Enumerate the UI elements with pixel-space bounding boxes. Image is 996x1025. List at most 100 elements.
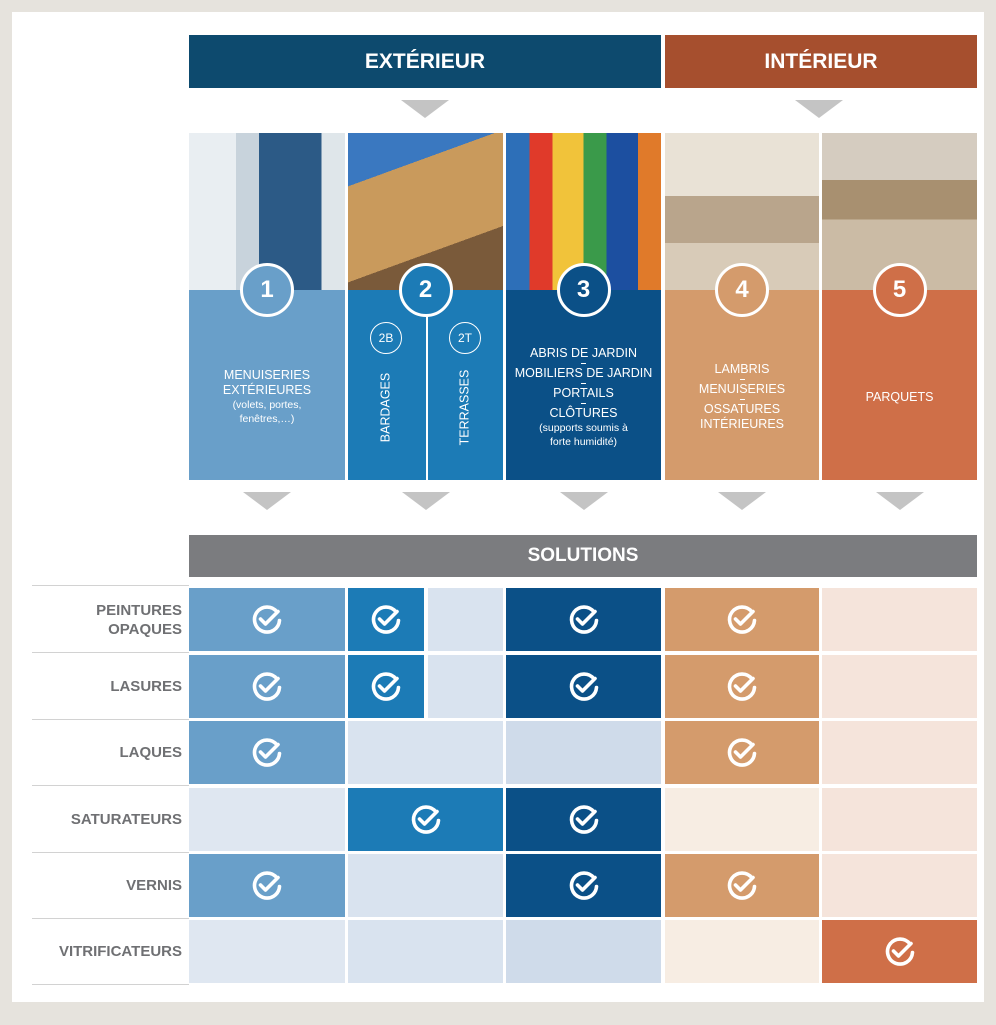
row-label: VERNIS <box>126 877 182 894</box>
arrow <box>718 492 766 510</box>
column-number: 1 <box>240 263 294 317</box>
check-icon <box>252 737 282 767</box>
check-icon <box>411 804 440 834</box>
column-text: ABRIS DE JARDIN MOBILIERS DE JARDIN PORTAI… <box>510 318 657 476</box>
solution-cell <box>822 788 977 851</box>
solution-cell <box>348 920 503 983</box>
column-line: CLÔTURES <box>549 405 618 420</box>
check <box>569 870 598 900</box>
solution-cell <box>348 854 503 917</box>
separator <box>581 362 586 364</box>
check-icon <box>569 804 598 834</box>
check-icon <box>569 671 598 701</box>
row-divider <box>32 918 189 919</box>
sub-label: TERRASSES <box>457 369 472 446</box>
check-icon <box>371 604 401 634</box>
solution-cell <box>348 788 503 851</box>
check-icon <box>727 737 757 767</box>
solution-cell <box>506 655 661 718</box>
row-label: LASURES <box>110 678 182 695</box>
solution-cell <box>189 588 345 651</box>
row-label: SATURATEURS <box>70 811 182 828</box>
column-note: (volets, portes, fenêtres,…) <box>232 399 302 425</box>
check-icon <box>885 936 914 966</box>
separator <box>581 382 586 384</box>
solution-cell <box>822 854 977 917</box>
solution-cell <box>189 920 345 983</box>
solution-cell <box>665 854 819 917</box>
row-divider <box>32 585 189 586</box>
check-icon <box>727 604 757 634</box>
check-icon <box>569 870 598 900</box>
solution-cell <box>189 655 345 718</box>
column-line: MENUISERIES <box>698 382 786 396</box>
row-label: PEINTURES OPAQUES <box>96 601 182 638</box>
column-panel <box>189 290 345 480</box>
check <box>569 604 598 634</box>
exterieur-header: EXTÉRIEUR <box>189 35 661 88</box>
check <box>411 804 440 834</box>
check <box>727 870 757 900</box>
row-label: LAQUES <box>119 744 182 761</box>
arrow <box>401 492 450 510</box>
check <box>569 804 598 834</box>
check <box>252 870 282 900</box>
column-number: 2 <box>398 263 453 317</box>
column-text: PARQUETS <box>826 318 973 476</box>
check-icon <box>727 870 757 900</box>
column-number: 4 <box>715 263 769 317</box>
check-icon <box>252 870 282 900</box>
column-line: MOBILIERS DE JARDIN <box>514 365 653 380</box>
column-number: 5 <box>872 263 927 317</box>
check <box>885 936 914 966</box>
solution-cell <box>348 655 424 718</box>
arrow <box>875 492 924 510</box>
column-note: (supports soumis à forte humidité) <box>539 421 628 448</box>
solution-cell <box>822 920 977 983</box>
check <box>727 671 757 701</box>
sub-label: BARDAGES <box>378 372 393 443</box>
check <box>252 737 282 767</box>
sub-number: 2T <box>449 322 481 354</box>
solution-cell <box>506 721 661 784</box>
column-line: OSSATURES INTÉRIEURES <box>699 402 785 431</box>
check <box>569 671 598 701</box>
interieur-header: INTÉRIEUR <box>665 35 977 88</box>
solution-cell <box>189 854 345 917</box>
row-divider <box>32 785 189 786</box>
check <box>371 671 401 701</box>
solution-cell <box>348 588 424 651</box>
solution-cell <box>506 788 661 851</box>
column-panel <box>665 290 819 480</box>
column-text: MENUISERIES EXTÉRIEURES (volets, portes, … <box>193 318 341 476</box>
column-line: PARQUETS <box>865 389 934 404</box>
row-divider <box>32 852 189 853</box>
column-line: LAMBRIS <box>714 362 770 376</box>
row-label: VITRIFICATEURS <box>58 943 182 960</box>
solution-cell <box>665 920 819 983</box>
check <box>252 604 282 634</box>
solution-cell <box>665 721 819 784</box>
solution-cell <box>506 920 661 983</box>
solution-cell <box>428 588 503 651</box>
solution-cell <box>506 854 661 917</box>
column-number: 3 <box>556 263 611 317</box>
row-divider <box>32 652 189 653</box>
column-line: MENUISERIES EXTÉRIEURES <box>222 368 312 397</box>
solution-cell <box>822 588 977 651</box>
row-divider <box>32 984 189 985</box>
check-icon <box>252 671 282 701</box>
column-panel <box>348 290 503 480</box>
separator <box>581 402 586 404</box>
check-icon <box>727 671 757 701</box>
solution-cell <box>665 588 819 651</box>
arrow <box>243 492 291 510</box>
column-panel <box>506 290 661 480</box>
solution-cell <box>428 655 503 718</box>
row-divider <box>32 719 189 720</box>
solution-cell <box>822 721 977 784</box>
solution-cell <box>665 788 819 851</box>
solution-cell <box>189 721 345 784</box>
solution-cell <box>822 655 977 718</box>
